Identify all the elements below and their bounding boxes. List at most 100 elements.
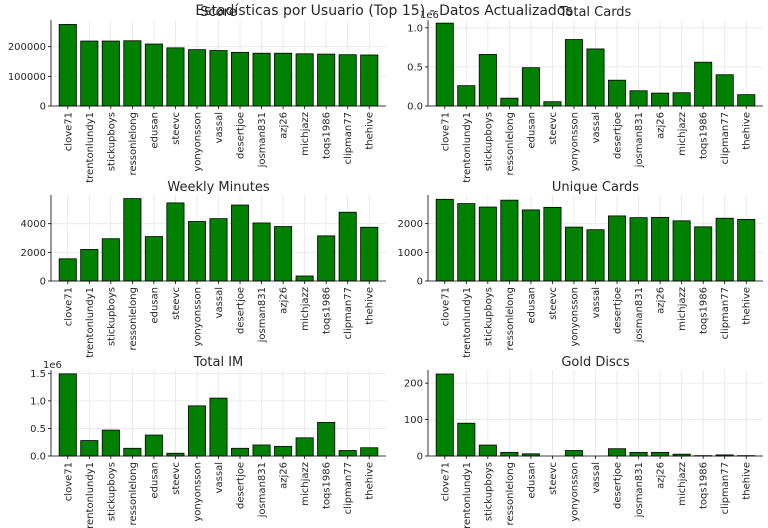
- bar-stickupboys: [478, 54, 497, 107]
- x-tick-label: josman831: [634, 287, 645, 343]
- x-tick-label: thehive: [365, 462, 376, 500]
- y-tick-label: 4000: [21, 219, 46, 230]
- x-tick-label: toqs1986: [699, 462, 710, 509]
- x-tick-label: ressonlelong: [505, 462, 516, 525]
- x-tick-label: vassal: [591, 112, 602, 143]
- chart-panel-score: 0 100000 200000 clove71 trentonlundy1 stickup…: [8, 5, 386, 183]
- x-tick-label: yonyonsson: [569, 462, 580, 522]
- x-tick-label: steevc: [548, 462, 559, 495]
- bar-thehive: [737, 218, 756, 282]
- y-tick-label: 0.5: [407, 62, 423, 73]
- x-tick-label: vassal: [214, 287, 225, 318]
- y-offset-label: 1e6: [43, 360, 62, 371]
- bar-josman831: [252, 52, 271, 107]
- y-tick-label: 0: [40, 277, 46, 288]
- bar-michjazz: [295, 53, 314, 107]
- x-tick-label: ressonlelong: [128, 462, 139, 525]
- bar-edusan: [144, 43, 163, 107]
- bar-toqs1986: [694, 61, 713, 107]
- bar-josman831: [629, 90, 648, 107]
- x-tick-label: josman831: [634, 462, 645, 518]
- bar-azj26: [274, 445, 293, 457]
- x-tick-label: clove71: [440, 287, 451, 326]
- bar-desertjoe: [608, 79, 627, 107]
- x-tick-label: edusan: [526, 462, 537, 499]
- x-tick-label: yonyonsson: [569, 112, 580, 172]
- bar-stickupboys: [101, 429, 120, 457]
- bar-azj26: [274, 52, 293, 107]
- bar-michjazz: [295, 437, 314, 457]
- bar-clove71: [435, 22, 454, 107]
- bar-clipman77: [338, 54, 357, 107]
- x-tick-label: stickupboys: [483, 462, 494, 521]
- x-tick-label: ressonlelong: [505, 112, 516, 175]
- bar-yonyonsson: [187, 49, 206, 107]
- x-tick-label: clipman77: [720, 462, 731, 514]
- x-tick-label: josman831: [257, 287, 268, 343]
- x-tick-label: steevc: [171, 462, 182, 495]
- x-tick-label: michjazz: [300, 462, 311, 506]
- bar-yonyonsson: [564, 39, 583, 107]
- bar-vassal: [209, 50, 228, 107]
- bar-stickupboys: [101, 238, 120, 282]
- x-tick-label: edusan: [526, 287, 537, 324]
- x-tick-label: clipman77: [343, 112, 354, 164]
- bar-toqs1986: [694, 226, 713, 282]
- y-tick-label: 0.5: [30, 424, 46, 435]
- x-tick-label: steevc: [548, 112, 559, 145]
- y-tick-label: 100: [404, 415, 423, 426]
- bar-josman831: [252, 444, 271, 457]
- x-tick-label: steevc: [171, 112, 182, 145]
- bar-michjazz: [672, 92, 691, 107]
- x-tick-label: edusan: [149, 287, 160, 324]
- x-tick-label: vassal: [214, 112, 225, 143]
- x-tick-label: toqs1986: [699, 112, 710, 159]
- bar-ressonlelong: [500, 199, 519, 282]
- x-tick-label: trentonlundy1: [462, 462, 473, 528]
- bar-desertjoe: [608, 448, 627, 457]
- bar-trentonlundy1: [80, 40, 99, 107]
- bar-desertjoe: [231, 447, 250, 457]
- bar-ressonlelong: [500, 97, 519, 107]
- x-tick-label: michjazz: [677, 112, 688, 156]
- x-tick-label: trentonlundy1: [462, 287, 473, 358]
- x-tick-label: thehive: [365, 287, 376, 325]
- bar-clove71: [435, 198, 454, 282]
- chart-title: Unique Cards: [552, 180, 639, 195]
- bar-michjazz: [295, 275, 314, 282]
- x-tick-label: steevc: [548, 287, 559, 320]
- y-tick-label: 2000: [398, 219, 423, 230]
- x-tick-label: yonyonsson: [192, 112, 203, 172]
- x-tick-label: steevc: [171, 287, 182, 320]
- x-tick-label: stickupboys: [106, 462, 117, 521]
- y-tick-label: 1000: [398, 248, 423, 259]
- bar-thehive: [360, 447, 379, 457]
- bar-steevc: [166, 452, 185, 457]
- bar-ressonlelong: [123, 447, 142, 457]
- bar-josman831: [252, 222, 271, 282]
- y-tick-label: 0.0: [30, 452, 46, 463]
- bar-vassal: [586, 229, 605, 282]
- x-tick-label: stickupboys: [483, 287, 494, 346]
- chart-panel-gold-discs: 0 100 200 clove71 trentonlundy1 stickupboys re…: [404, 355, 763, 528]
- x-tick-label: clipman77: [720, 112, 731, 164]
- x-tick-label: michjazz: [677, 462, 688, 506]
- x-tick-label: vassal: [214, 462, 225, 493]
- x-tick-label: thehive: [742, 462, 753, 500]
- bar-stickupboys: [101, 40, 120, 107]
- x-tick-label: thehive: [365, 112, 376, 150]
- bar-yonyonsson: [564, 226, 583, 282]
- x-tick-label: desertjoe: [613, 462, 624, 509]
- chart-panel-weekly-minutes: 0 2000 4000 clove71 trentonlundy1 stickupboys…: [21, 180, 386, 358]
- bar-edusan: [521, 67, 540, 107]
- x-tick-label: toqs1986: [322, 112, 333, 159]
- bar-edusan: [144, 434, 163, 457]
- y-tick-label: 1.0: [30, 396, 46, 407]
- x-tick-label: yonyonsson: [569, 287, 580, 347]
- chart-panel-total-im: 0.0 0.5 1.0 1.5 clove71 trentonlundy1 stickupb…: [30, 355, 386, 528]
- bar-edusan: [144, 236, 163, 282]
- bar-vassal: [586, 48, 605, 107]
- y-tick-label: 1.5: [30, 369, 46, 380]
- bar-steevc: [166, 47, 185, 107]
- bar-clove71: [58, 258, 77, 282]
